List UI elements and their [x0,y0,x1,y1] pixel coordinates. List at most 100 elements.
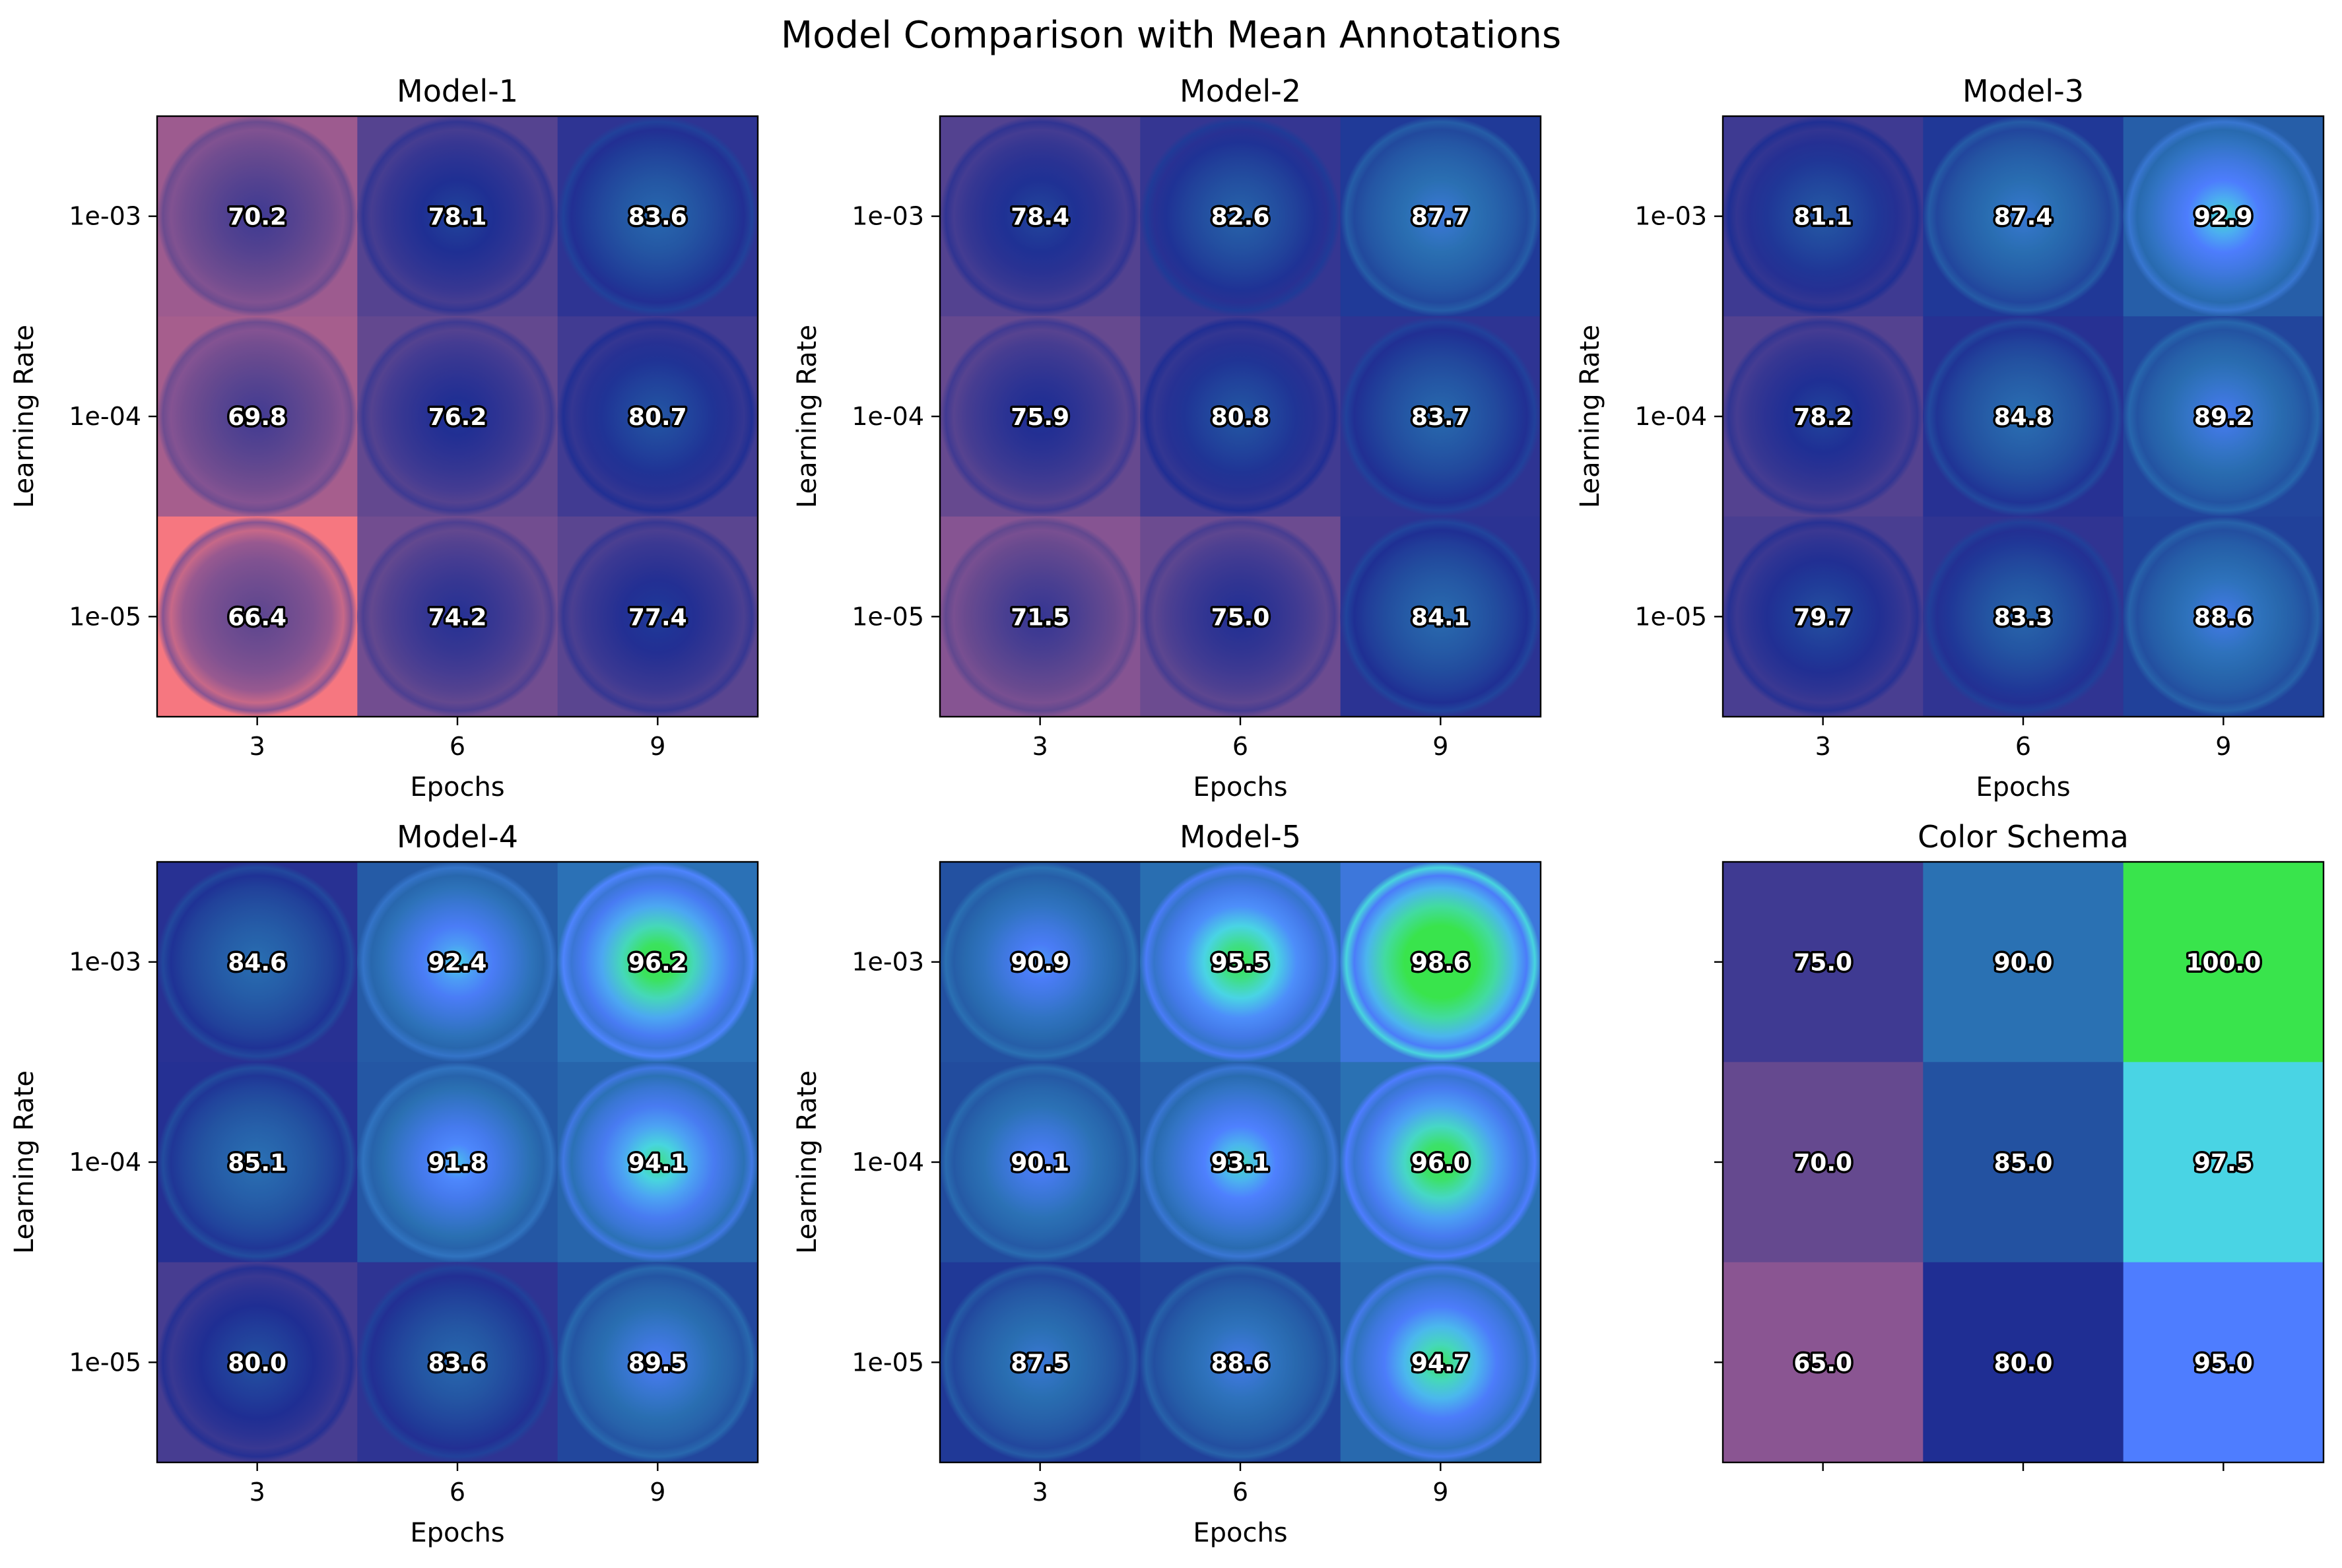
heatmap-circle [557,862,758,1062]
data-label: 85.1 [228,1150,286,1177]
data-label: 89.2 [2194,404,2253,431]
panel-2: 78.4 82.6 87.7 75.9 80.8 83.7 71.5 75.0 84.1 Mode… [792,73,1542,802]
y-tick-label: 1e-05 [69,1348,141,1377]
data-label: 84.6 [228,950,286,977]
x-tick-label: 3 [1032,1478,1048,1507]
data-label: 89.5 [628,1350,687,1377]
data-label: 75.0 [1211,604,1270,631]
y-tick-label: 1e-03 [69,202,141,231]
x-tick-label: 3 [250,1478,265,1507]
data-label: 90.1 [1011,1150,1069,1177]
x-axis-label: Epochs [1193,1518,1287,1548]
x-tick-label: 6 [1232,732,1248,761]
heatmap-cell [2123,862,2324,1062]
data-label: 75.9 [1011,404,1069,431]
heatmap-cell [1723,862,1924,1062]
x-axis-label: Epochs [1193,772,1287,802]
data-label: 83.6 [628,204,687,231]
heatmap-circle [1923,316,2124,517]
data-label: 87.4 [1994,204,2053,231]
data-label: 90.0 [1994,950,2053,977]
panel-title: Model-3 [1962,73,2084,109]
data-label: 85.0 [1994,1150,2053,1177]
x-tick-label: 6 [450,1478,465,1507]
heatmap-cell [1923,1262,2124,1462]
heatmap-circle [1723,516,1924,717]
y-axis-label: Learning Rate [792,325,822,508]
heatmap-circle [557,1062,758,1262]
heatmap-circle [1340,1062,1541,1262]
x-tick-label: 6 [2015,732,2031,761]
heatmap-circle [1140,116,1341,317]
heatmap-circle [357,116,558,317]
y-axis-label: Learning Rate [1575,325,1605,508]
heatmap-circle [557,516,758,717]
heatmap-circle [1340,862,1541,1062]
data-label: 80.0 [1994,1350,2053,1377]
x-tick-label: 9 [650,1478,665,1507]
data-label: 95.0 [2194,1350,2253,1377]
data-label: 79.7 [1793,604,1852,631]
panels: 70.2 78.1 83.6 69.8 76.2 80.7 66.4 74.2 77.4 Mode… [9,73,2325,1548]
data-label: 82.6 [1211,204,1270,231]
y-tick-label: 1e-04 [852,1148,924,1177]
data-label: 76.2 [428,404,487,431]
heatmap-cells [940,116,1541,717]
heatmap-cell [2123,1262,2324,1462]
data-label: 90.9 [1011,950,1069,977]
heatmap-circle [1340,516,1541,717]
panel-6: 75.0 90.0 100.0 70.0 85.0 97.5 65.0 80.0 95.0 Col… [1714,819,2325,1471]
data-label: 87.5 [1011,1350,1069,1377]
x-tick-label: 6 [1232,1478,1248,1507]
y-tick-label: 1e-05 [852,602,924,631]
heatmap-cell [1723,1062,1924,1263]
x-tick-label: 9 [650,732,665,761]
data-label: 88.6 [2194,604,2253,631]
data-label: 78.1 [428,204,487,231]
data-label: 84.8 [1994,404,2053,431]
data-label: 78.4 [1011,204,1069,231]
heatmap-cell [1923,862,2124,1062]
y-tick-label: 1e-04 [1634,402,1707,431]
data-label: 77.4 [628,604,687,631]
heatmap-cells [940,862,1541,1462]
x-axis-label: Epochs [410,1518,504,1548]
heatmap-circle [940,862,1141,1062]
data-label: 69.8 [228,404,286,431]
heatmap-circle [557,1262,758,1462]
y-axis-label: Learning Rate [9,1070,40,1254]
heatmap-circle [1340,116,1541,317]
data-label: 83.6 [428,1350,487,1377]
data-label: 70.0 [1793,1150,1852,1177]
data-label: 96.2 [628,950,687,977]
data-label: 74.2 [428,604,487,631]
data-label: 96.0 [1411,1150,1470,1177]
heatmap-circle [357,1262,558,1462]
data-label: 80.7 [628,404,687,431]
data-label: 78.2 [1793,404,1852,431]
heatmap-circle [1723,316,1924,517]
heatmap-circle [1140,316,1341,517]
y-tick-label: 1e-03 [852,948,924,977]
heatmap-cell [2123,1062,2324,1263]
data-label: 93.1 [1211,1150,1270,1177]
x-tick-label: 9 [1432,1478,1448,1507]
heatmap-circle [1923,116,2124,317]
panel-1: 70.2 78.1 83.6 69.8 76.2 80.7 66.4 74.2 77.4 Mode… [9,73,759,802]
data-label: 84.1 [1411,604,1470,631]
data-label: 91.8 [428,1150,487,1177]
data-label: 65.0 [1793,1350,1852,1377]
data-label: 83.3 [1994,604,2053,631]
y-tick-label: 1e-04 [69,402,141,431]
heatmap-circle [2123,116,2324,317]
data-label: 66.4 [228,604,286,631]
y-tick-label: 1e-03 [69,948,141,977]
heatmap-cells [157,116,758,717]
data-label: 80.0 [228,1350,286,1377]
heatmap-cell [1923,1062,2124,1263]
figure-title: Model Comparison with Mean Annotations [781,14,1561,57]
heatmap-circle [357,1062,558,1262]
data-label: 70.2 [228,204,286,231]
x-tick-label: 9 [2215,732,2231,761]
